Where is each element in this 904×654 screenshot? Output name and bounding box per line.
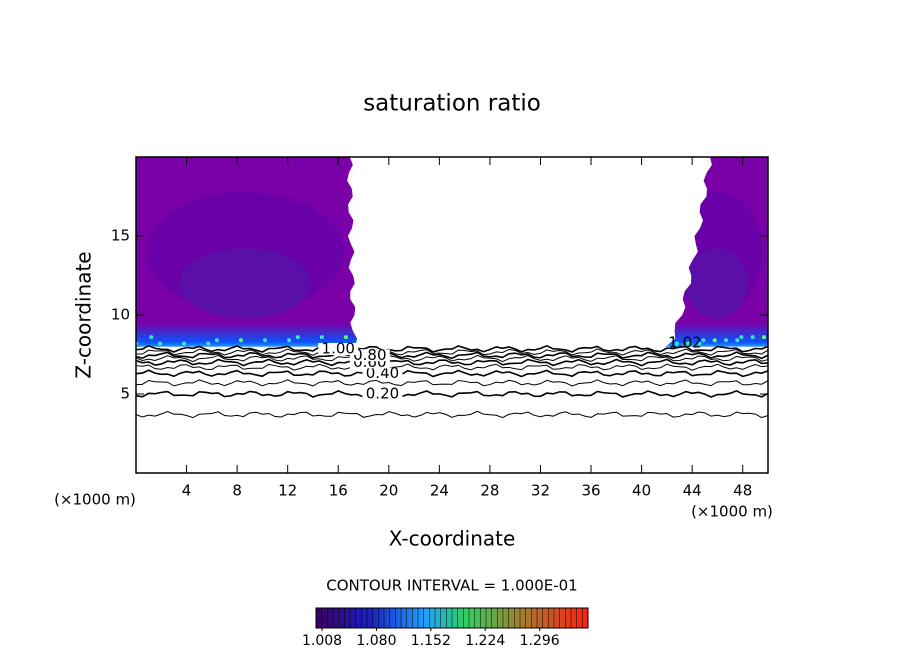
contour-interval: CONTOUR INTERVAL = 1.000E-01 xyxy=(326,577,577,595)
spot xyxy=(136,341,138,346)
cloud-detail xyxy=(136,191,358,347)
contour-line xyxy=(135,369,769,378)
spot xyxy=(686,341,691,346)
spot xyxy=(319,335,324,340)
contour-line xyxy=(135,410,769,419)
spot xyxy=(238,338,243,343)
x-tick-label: 4 xyxy=(182,482,192,500)
spot xyxy=(750,335,755,340)
moist-band xyxy=(665,322,768,347)
colorbar-label: 1.008 xyxy=(302,633,342,649)
contour-line xyxy=(135,379,769,387)
x-tick-label: 40 xyxy=(632,482,651,500)
spot xyxy=(343,335,348,340)
spot xyxy=(206,341,211,346)
spot xyxy=(263,338,268,343)
annotation: 1.02 xyxy=(668,334,701,352)
x-tick-label: 32 xyxy=(531,482,550,500)
inner-blob xyxy=(179,248,311,319)
label-bg xyxy=(318,342,359,355)
y-tick-label: 10 xyxy=(111,306,130,324)
contour-line xyxy=(135,351,769,360)
x-tick-label: 28 xyxy=(480,482,499,500)
contour-line xyxy=(135,363,769,371)
x-tick-label: 48 xyxy=(733,482,752,500)
contour-line xyxy=(135,354,769,363)
contour-line xyxy=(135,358,769,367)
colorbar-label: 1.152 xyxy=(411,633,451,649)
spot xyxy=(724,338,729,343)
contour-label: 0.80 xyxy=(353,346,386,364)
contour-line xyxy=(135,348,769,356)
colorbar-label: 1.224 xyxy=(465,633,505,649)
spot xyxy=(735,338,740,343)
contour-label: 0.40 xyxy=(366,364,399,382)
x-tick-label: 44 xyxy=(683,482,702,500)
spot xyxy=(287,338,292,343)
label-bg xyxy=(349,349,390,362)
y-tick-label: 15 xyxy=(111,227,130,245)
spot xyxy=(697,341,702,346)
colorbar-label: 1.080 xyxy=(356,633,396,649)
x-unit: (×1000 m) xyxy=(54,491,136,509)
contour-line xyxy=(135,344,769,353)
spot xyxy=(712,338,717,343)
x-tick-label: 12 xyxy=(278,482,297,500)
spot xyxy=(761,335,766,340)
spot xyxy=(158,341,163,346)
spot xyxy=(214,338,219,343)
colorbar-label: 1.296 xyxy=(520,633,560,649)
spot xyxy=(701,338,706,343)
y-axis-label: Z-coordinate xyxy=(72,251,96,378)
label-bg xyxy=(362,367,403,380)
x-tick-label: 24 xyxy=(430,482,449,500)
x-unit: (×1000 m) xyxy=(691,503,773,521)
spot xyxy=(665,341,668,346)
x-tick-label: 16 xyxy=(329,482,348,500)
chart-title: saturation ratio xyxy=(363,91,541,117)
spot xyxy=(739,335,744,340)
x-tick-label: 36 xyxy=(581,482,600,500)
contour-line xyxy=(135,389,769,398)
label-bg xyxy=(362,388,403,400)
spot xyxy=(182,341,187,346)
spot xyxy=(674,341,679,346)
inner-blob xyxy=(686,248,748,319)
x-tick-label: 20 xyxy=(379,482,398,500)
moist-band xyxy=(136,322,358,347)
contour-label: 1.00 xyxy=(322,339,355,357)
y-tick-label: 5 xyxy=(120,385,130,403)
spot xyxy=(295,335,300,340)
contour-label: 0.20 xyxy=(366,385,399,403)
x-axis-label: X-coordinate xyxy=(389,527,516,551)
spot xyxy=(149,335,154,340)
x-tick-label: 8 xyxy=(232,482,242,500)
plot-area: 0.200.400.600.801.00 1.02 xyxy=(135,157,769,419)
